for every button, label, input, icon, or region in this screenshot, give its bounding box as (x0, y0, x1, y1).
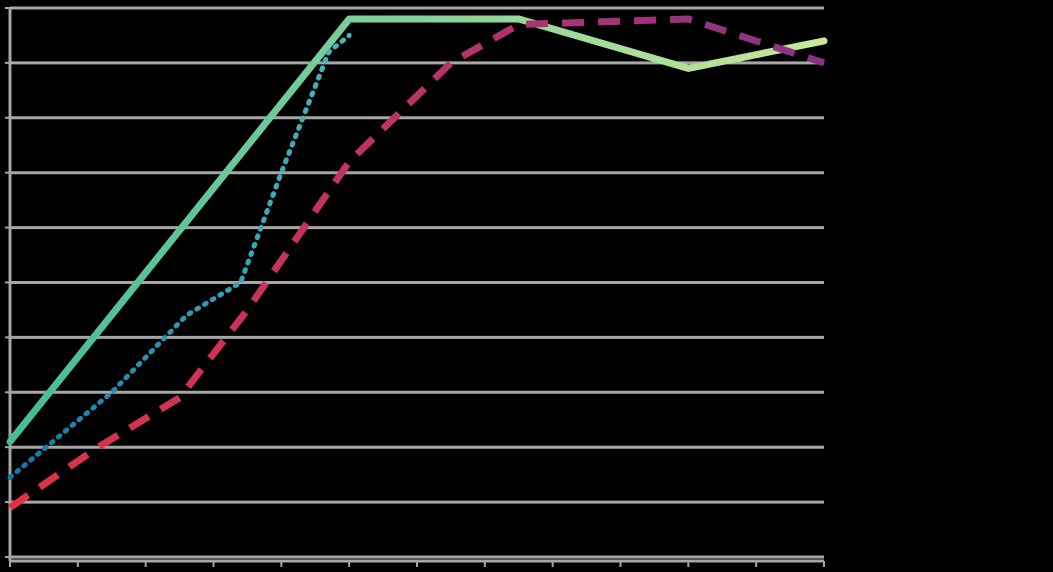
axes (5, 7, 825, 567)
series-line-dotted (7, 33, 352, 480)
series-line-dashed (8, 15, 826, 511)
gridlines (10, 6, 824, 559)
series-line-solid (6, 15, 828, 446)
series-lines (6, 15, 828, 511)
